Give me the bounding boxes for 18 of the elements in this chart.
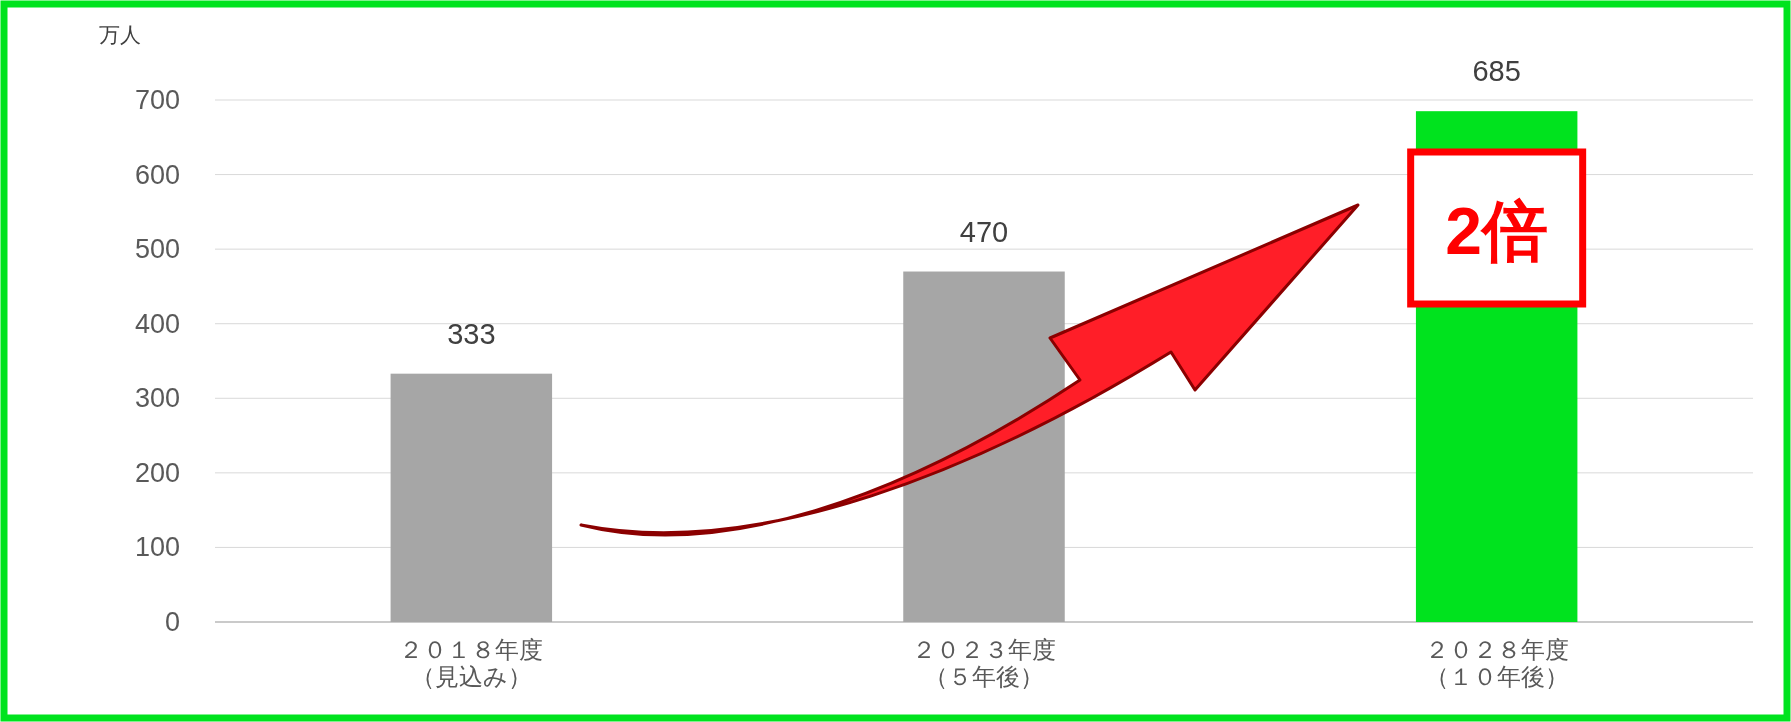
data-label: 685 xyxy=(1472,55,1521,88)
y-tick-label: 200 xyxy=(134,457,180,488)
y-tick-label: 500 xyxy=(134,234,180,265)
y-tick-label: 0 xyxy=(164,607,180,637)
bar xyxy=(903,271,1065,622)
x-tick-label: ２０２３年度（５年後） xyxy=(912,636,1056,690)
data-label: 470 xyxy=(959,215,1009,248)
y-tick-label: 600 xyxy=(134,159,180,190)
x-tick-label: ２０１８年度（見込み） xyxy=(399,636,544,690)
y-axis-title: 万人 xyxy=(99,23,141,46)
y-tick-label: 400 xyxy=(134,308,180,339)
bar xyxy=(390,373,553,622)
annotation: 2倍 xyxy=(1445,194,1549,268)
y-tick-label: 300 xyxy=(134,383,180,414)
data-label: 333 xyxy=(447,317,496,350)
y-tick-label: 700 xyxy=(134,85,180,115)
y-tick-label: 100 xyxy=(134,532,180,563)
x-tick-label: ２０２８年度（１０年後） xyxy=(1424,636,1569,690)
